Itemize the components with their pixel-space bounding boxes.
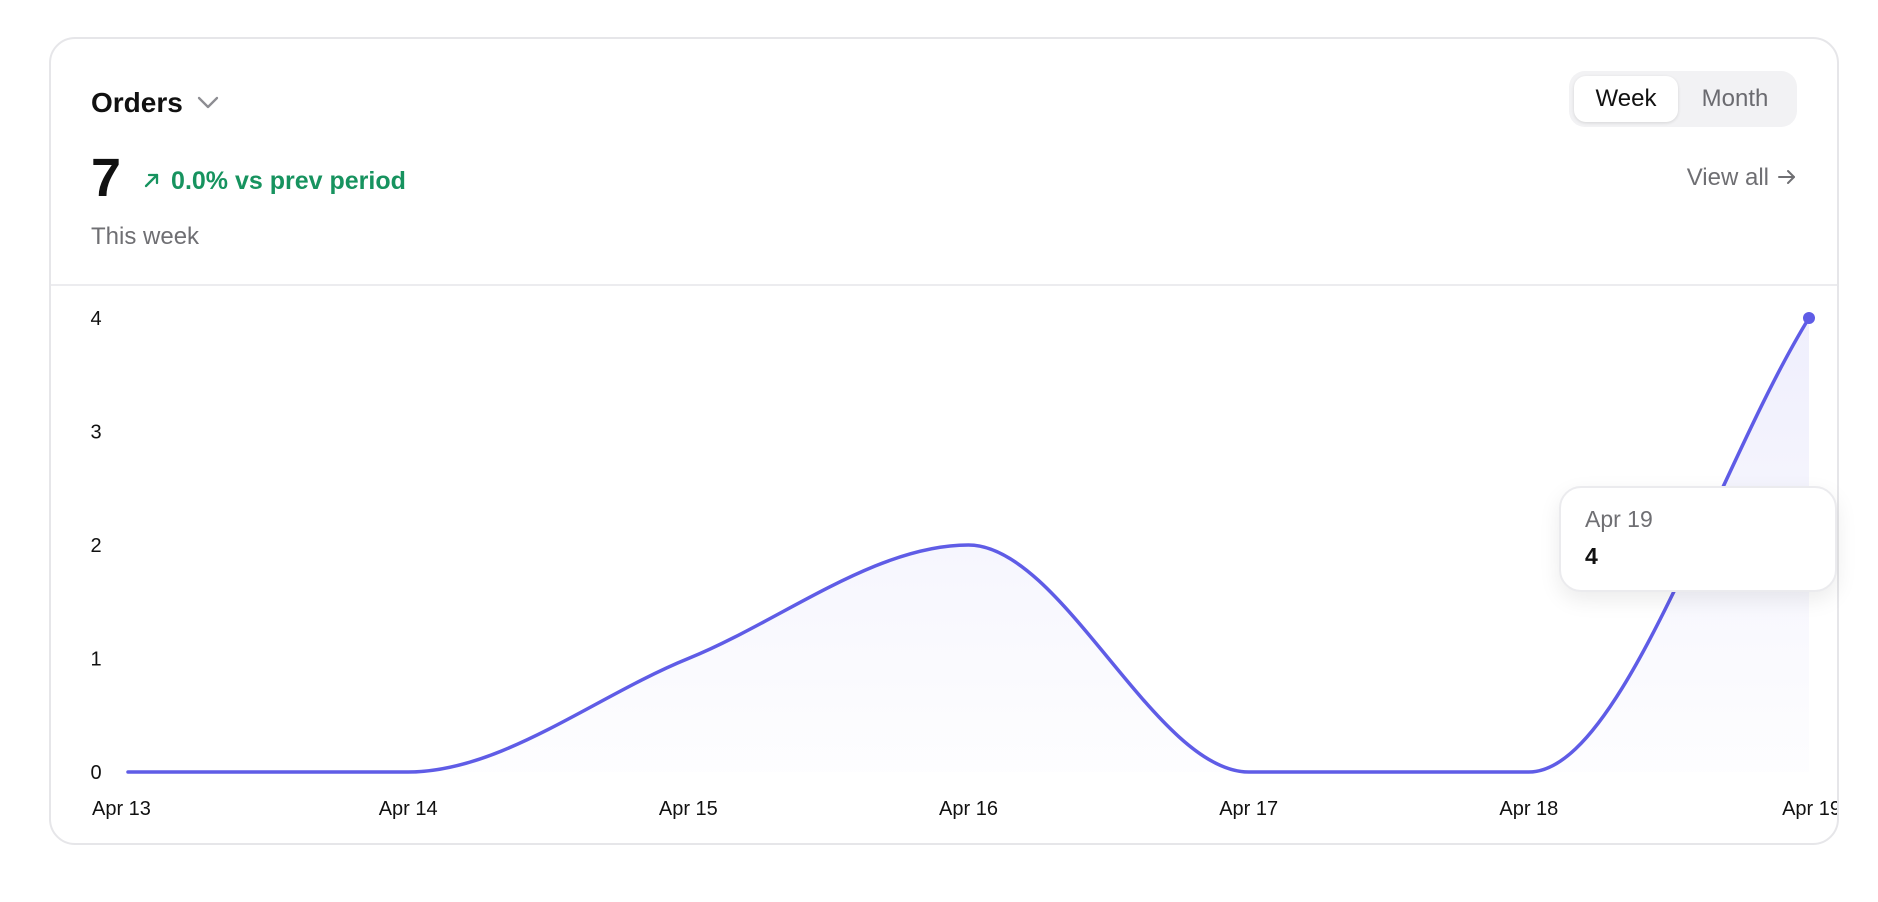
tooltip-date: Apr 19 bbox=[1585, 506, 1653, 532]
x-tick-label: Apr 14 bbox=[379, 798, 438, 820]
y-tick-label: 3 bbox=[90, 422, 101, 444]
orders-line-chart: 0 1 2 3 4 Apr 13 Apr 14 Apr 15 Apr 16 Apr 17 Apr 1… bbox=[90, 308, 1837, 820]
x-tick-label: Apr 19 bbox=[1782, 798, 1837, 820]
arrow-up-right-icon bbox=[143, 167, 161, 196]
arrow-right-icon bbox=[1777, 164, 1797, 192]
metric-row: 7 0.0% vs prev period bbox=[91, 151, 406, 205]
period-week-button[interactable]: Week bbox=[1574, 76, 1678, 122]
period-subtitle: This week bbox=[91, 223, 200, 250]
y-tick-label: 0 bbox=[90, 762, 101, 784]
x-tick-label: Apr 13 bbox=[92, 798, 151, 820]
view-all-link[interactable]: View all bbox=[1687, 164, 1797, 192]
y-tick-label: 1 bbox=[90, 649, 101, 671]
view-all-label: View all bbox=[1686, 164, 1769, 191]
series-line bbox=[126, 316, 1811, 774]
period-month-button[interactable]: Month bbox=[1701, 85, 1769, 112]
card-title: Orders bbox=[91, 87, 183, 118]
x-tick-label: Apr 16 bbox=[939, 798, 998, 820]
orders-count: 7 bbox=[91, 148, 122, 208]
period-segmented-control: Week Month bbox=[1569, 71, 1797, 127]
tooltip-value: 4 bbox=[1585, 543, 1598, 569]
y-tick-label: 4 bbox=[90, 308, 101, 330]
data-point-highlight bbox=[1803, 312, 1815, 324]
orders-card: Orders Week Month 7 0.0% vs prev period … bbox=[49, 37, 1839, 845]
change-indicator: 0.0% vs prev period bbox=[143, 167, 406, 196]
x-tick-label: Apr 18 bbox=[1499, 798, 1558, 820]
orders-title-dropdown[interactable]: Orders bbox=[91, 87, 219, 119]
x-tick-label: Apr 17 bbox=[1219, 798, 1278, 820]
chart-tooltip: Apr 19 4 bbox=[1559, 486, 1837, 592]
x-tick-label: Apr 15 bbox=[659, 798, 718, 820]
delta-text: 0.0% vs prev period bbox=[171, 166, 406, 195]
y-tick-label: 2 bbox=[90, 535, 101, 557]
chevron-down-icon bbox=[197, 96, 219, 110]
header-divider bbox=[51, 284, 1837, 286]
